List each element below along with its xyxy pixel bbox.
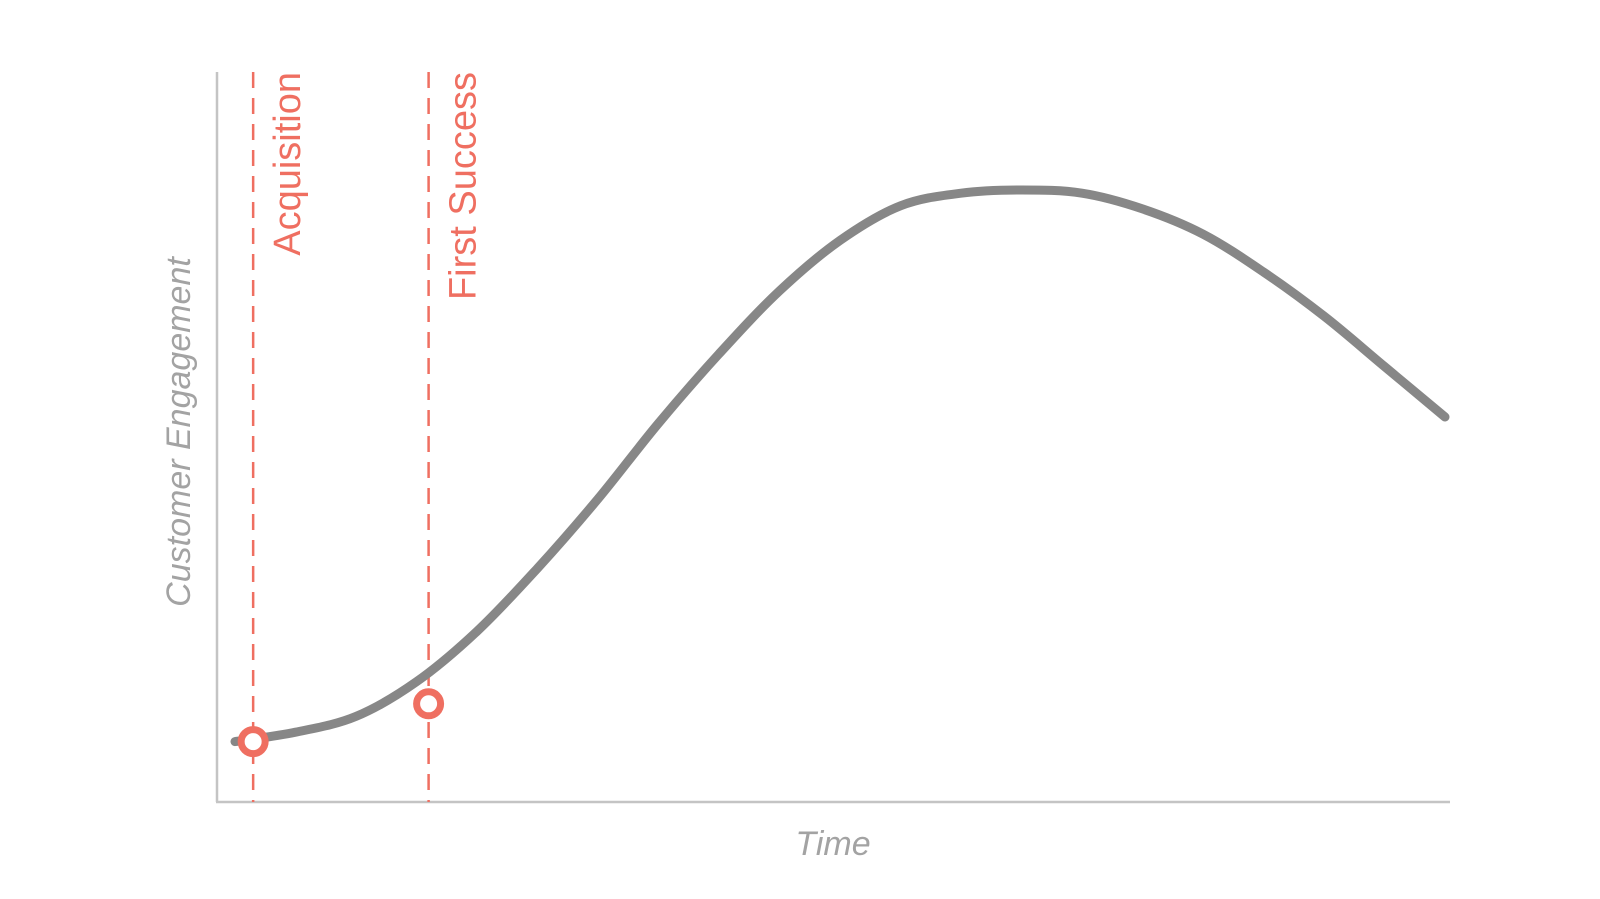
marker-label-acquisition: Acquisition bbox=[267, 72, 309, 256]
engagement-curve bbox=[230, 185, 1450, 747]
marker-points bbox=[237, 688, 445, 758]
axes bbox=[215, 72, 1450, 804]
marker-lines bbox=[251, 72, 430, 802]
marker-label-first-success: First Success bbox=[443, 72, 485, 300]
x-axis-label: Time bbox=[795, 825, 870, 863]
marker-labels: Acquisition First Success bbox=[267, 72, 484, 300]
marker-point-first-success bbox=[413, 688, 445, 720]
marker-point-acquisition bbox=[237, 726, 269, 758]
y-axis-label: Customer Engagement bbox=[160, 256, 198, 607]
